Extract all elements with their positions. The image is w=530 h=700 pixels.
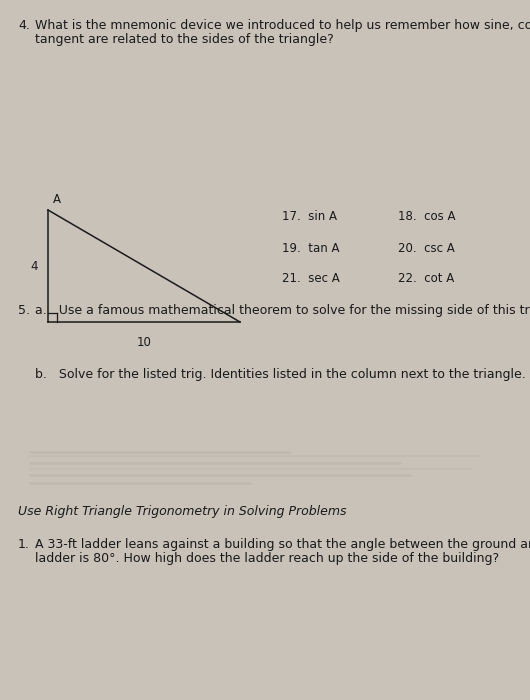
Text: Use Right Triangle Trigonometry in Solving Problems: Use Right Triangle Trigonometry in Solvi… [18, 505, 347, 518]
Text: 5.: 5. [18, 304, 30, 317]
Text: 21.  sec A: 21. sec A [282, 272, 340, 285]
Text: 4.: 4. [18, 19, 30, 32]
Text: ladder is 80°. How high does the ladder reach up the side of the building?: ladder is 80°. How high does the ladder … [35, 552, 499, 565]
Text: A 33-ft ladder leans against a building so that the angle between the ground and: A 33-ft ladder leans against a building … [35, 538, 530, 551]
Text: 19.  tan A: 19. tan A [282, 242, 340, 255]
Text: tangent are related to the sides of the triangle?: tangent are related to the sides of the … [35, 33, 334, 46]
Text: What is the mnemonic device we introduced to help us remember how sine, cosine, : What is the mnemonic device we introduce… [35, 19, 530, 32]
Text: 4: 4 [31, 260, 38, 272]
Text: 1.: 1. [18, 538, 30, 551]
Text: b.   Solve for the listed trig. Identities listed in the column next to the tria: b. Solve for the listed trig. Identities… [35, 368, 526, 381]
Text: 18.  cos A: 18. cos A [398, 210, 455, 223]
Text: 20.  csc A: 20. csc A [398, 242, 455, 255]
Text: 17.  sin A: 17. sin A [282, 210, 337, 223]
Text: 22.  cot A: 22. cot A [398, 272, 454, 285]
Text: 10: 10 [137, 336, 152, 349]
Text: A: A [53, 193, 61, 206]
Text: a.   Use a famous mathematical theorem to solve for the missing side of this tri: a. Use a famous mathematical theorem to … [35, 304, 530, 317]
